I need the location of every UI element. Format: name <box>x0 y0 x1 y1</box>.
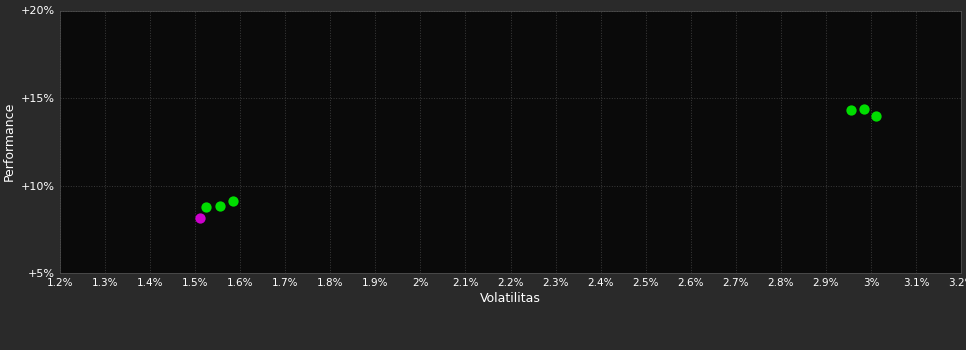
Point <box>199 205 214 210</box>
Point <box>857 107 872 112</box>
Point <box>226 198 242 204</box>
Point <box>213 203 228 209</box>
Y-axis label: Performance: Performance <box>2 102 15 181</box>
Point <box>843 107 859 113</box>
X-axis label: Volatilitas: Volatilitas <box>480 292 541 305</box>
Point <box>192 215 208 221</box>
Point <box>867 113 883 119</box>
